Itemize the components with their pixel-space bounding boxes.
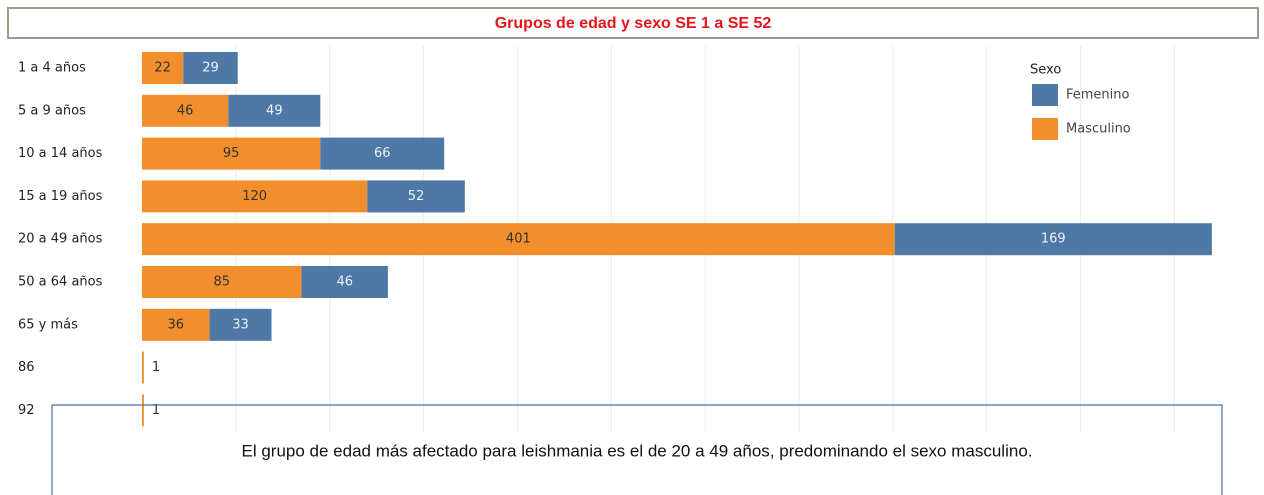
bar-segment	[142, 308, 210, 341]
title-box	[7, 7, 1259, 39]
bar-segment	[142, 351, 144, 384]
data-label: 22	[154, 61, 171, 76]
data-label: 85	[213, 275, 230, 290]
y-tick-label: 1 a 4 años	[18, 61, 86, 76]
legend-label: Femenino	[1066, 88, 1130, 103]
legend-swatch	[1032, 84, 1058, 106]
data-label: 52	[408, 189, 425, 204]
y-tick-label: 50 a 64 años	[18, 275, 103, 290]
legend-label: Masculino	[1066, 122, 1131, 137]
data-label: 33	[232, 317, 249, 332]
data-label: 46	[336, 275, 353, 290]
chart-title: Grupos de edad y sexo SE 1 a SE 52	[495, 15, 772, 32]
data-label: 66	[374, 146, 391, 161]
y-tick-label: 5 a 9 años	[18, 103, 86, 118]
legend-swatch	[1032, 118, 1058, 140]
data-label: 36	[168, 317, 185, 332]
data-label: 49	[266, 103, 283, 118]
bar-segment	[209, 308, 272, 341]
bar-segment	[301, 266, 388, 298]
bar-segment	[142, 266, 302, 298]
data-label: 169	[1041, 232, 1066, 247]
bar-segment	[228, 94, 321, 127]
y-tick-label: 15 a 19 años	[18, 189, 103, 204]
bar-segment	[894, 223, 1212, 256]
bar-segment	[142, 223, 895, 256]
annotation: El grupo de edad más afectado para leish…	[241, 441, 1032, 460]
data-label: 1	[152, 403, 160, 418]
data-label: 95	[223, 146, 240, 161]
bar-segment	[183, 52, 238, 84]
data-label: 401	[506, 232, 531, 247]
bar-segment	[142, 52, 184, 84]
data-label: 29	[202, 61, 219, 76]
y-tick-label: 20 a 49 años	[18, 232, 103, 247]
bar-segment	[142, 394, 144, 427]
y-tick-label: 86	[18, 360, 35, 375]
bar-segment	[367, 180, 465, 213]
annotation-box	[51, 404, 1223, 495]
bar-segment	[142, 94, 229, 127]
y-tick-label: 65 y más	[18, 317, 78, 332]
legend-title: Sexo	[1030, 63, 1061, 78]
data-label: 120	[242, 189, 267, 204]
bar-segment	[142, 137, 321, 170]
bar-segment	[142, 180, 368, 213]
y-tick-label: 92	[18, 403, 35, 418]
bar-segment	[320, 137, 445, 170]
y-tick-label: 10 a 14 años	[18, 146, 103, 161]
data-label: 1	[152, 360, 160, 375]
data-label: 46	[177, 103, 194, 118]
